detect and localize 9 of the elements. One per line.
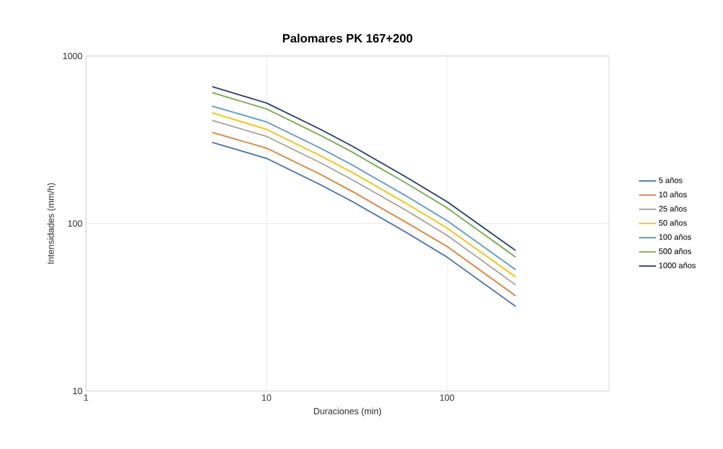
x-tick-label: 1: [84, 394, 88, 401]
chart-title: Palomares PK 167+200: [283, 34, 412, 43]
y-tick-label: 10: [73, 388, 82, 394]
y-axis-title: Intensidades (mm/h): [47, 183, 56, 264]
y-tick-label: 1000: [63, 52, 82, 60]
x-tick-label: 100: [440, 394, 454, 401]
y-tick-label: 100: [68, 220, 82, 227]
x-tick-label: 10: [262, 394, 272, 401]
x-axis-title: Duraciones (min): [314, 408, 382, 416]
